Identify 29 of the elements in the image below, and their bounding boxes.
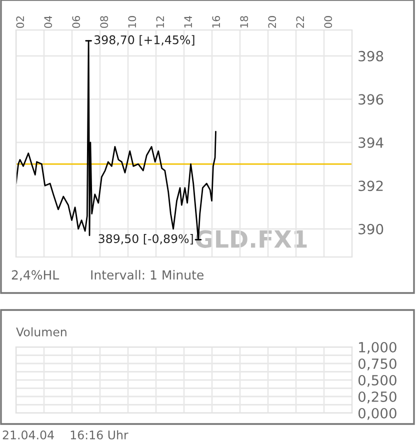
x-tick-label: 22 [296,16,304,28]
x-tick-label: 04 [44,16,52,28]
annotation: GLD.FX1 [196,230,307,248]
x-tick-label: 02 [16,16,24,28]
y-tick-label: 0,250 [358,391,396,404]
text: Intervall: 1 Minute [91,270,204,280]
x-tick-label: 16 [212,16,220,28]
text: 2,4%HL [12,270,60,281]
y-tick-label: 396 [358,94,384,105]
x-tick-label: 00 [324,16,332,28]
x-tick-label: 12 [156,16,164,28]
y-tick-label: 392 [358,180,383,192]
x-tick-label: 20 [268,16,276,28]
x-tick-label: 10 [128,16,136,28]
x-tick-label: 14 [184,16,192,28]
y-tick-label: 0,000 [358,408,396,420]
y-tick-label: 390 [358,224,384,234]
y-tick-label: 0,500 [358,374,396,387]
annotation: 398,70 [+1,45%] [94,35,194,46]
chart-title: Volumen [16,327,66,336]
x-tick-label: 08 [100,16,108,28]
y-tick-label: 1,000 [359,342,396,354]
y-tick-label: 394 [358,137,384,148]
text: 21.04.04 16:16 Uhr [2,430,128,440]
x-tick-label: 18 [240,16,248,28]
annotation: 389,50 [-0,89%] [98,234,193,245]
y-tick-label: 0,750 [358,358,396,370]
y-tick-label: 398 [358,50,384,62]
x-tick-label: 06 [72,16,80,28]
